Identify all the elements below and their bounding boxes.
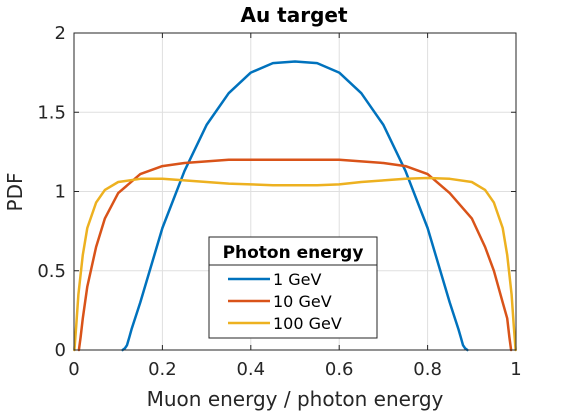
- y-tick-label: 2: [55, 23, 66, 44]
- x-tick-label: 0.8: [413, 359, 442, 380]
- ticks: [73, 32, 517, 351]
- series-lines: [73, 60, 517, 352]
- x-tick-label: 0: [68, 359, 79, 380]
- legend-label-100-gev: 100 GeV: [273, 314, 342, 333]
- x-tick-label: 0.6: [325, 359, 354, 380]
- x-tick-label: 0.2: [148, 359, 177, 380]
- legend-label-1-gev: 1 GeV: [273, 270, 322, 289]
- x-axis-label: Muon energy / photon energy: [147, 387, 444, 411]
- chart-title: Au target: [240, 3, 347, 27]
- y-tick-label: 0: [55, 340, 66, 361]
- y-tick-label: 1: [55, 182, 66, 203]
- series-line-10-gev: [77, 158, 513, 352]
- tick-labels: 0 0.2 0.4 0.6 0.8 1 0 0.5 1 1.5 2: [37, 23, 521, 380]
- legend-label-10-gev: 10 GeV: [273, 292, 332, 311]
- legend-box: [208, 236, 378, 339]
- y-axis-label: PDF: [3, 173, 27, 212]
- y-tick-label: 0.5: [37, 261, 66, 282]
- series-line-1-gev: [121, 60, 469, 352]
- series-line-100-gev: [73, 176, 517, 352]
- legend-entries: 1 GeV 10 GeV 100 GeV: [228, 270, 342, 333]
- x-tick-label: 1: [510, 359, 521, 380]
- y-tick-label: 1.5: [37, 102, 66, 123]
- legend-title: Photon energy: [223, 243, 364, 263]
- legend: Photon energy 1 GeV 10 GeV 100 GeV: [208, 236, 378, 339]
- x-tick-label: 0.4: [236, 359, 265, 380]
